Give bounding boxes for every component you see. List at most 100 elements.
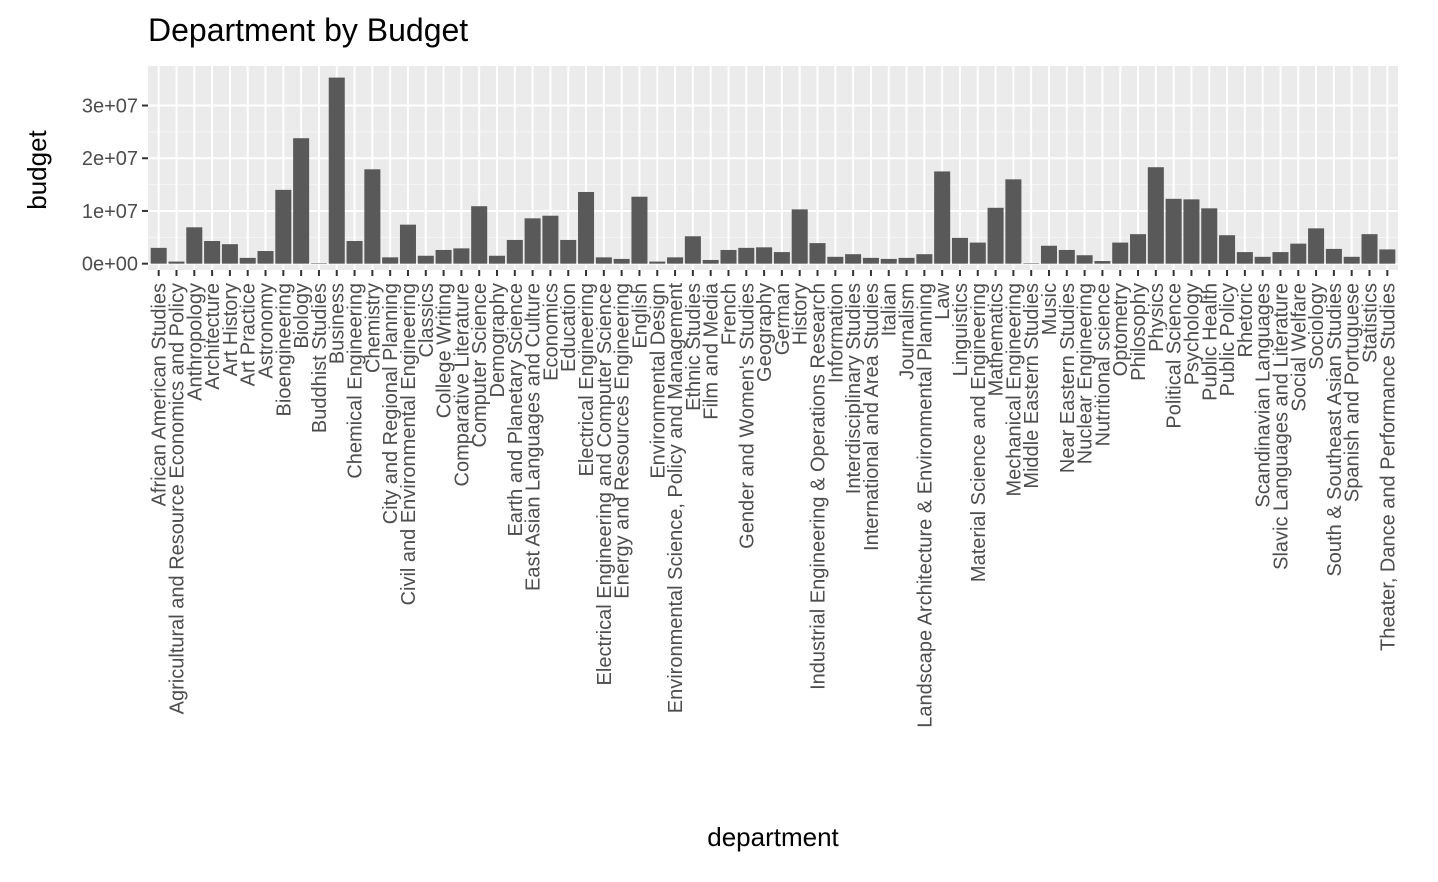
bar <box>631 196 648 264</box>
x-tick-label: Bioengineering <box>273 283 295 416</box>
x-tick-label: Psychology <box>1181 283 1203 385</box>
x-tick-label: Gender and Women's Studies <box>736 283 758 549</box>
x-tick-label: East Asian Languages and Culture <box>523 283 545 591</box>
bar <box>1219 235 1236 264</box>
bar <box>524 218 541 264</box>
x-tick-label: Landscape Architecture & Environmental P… <box>914 283 936 728</box>
x-tick-label: Political Science <box>1164 283 1186 429</box>
x-tick-label: Ethnic Studies <box>683 283 705 411</box>
x-tick-label: Demography <box>487 283 509 398</box>
x-tick-label: Earth and Planetary Science <box>505 283 527 537</box>
bar <box>1112 242 1129 264</box>
bar <box>1361 234 1378 264</box>
bar <box>293 138 310 264</box>
x-tick-label: Law <box>932 282 954 319</box>
x-tick-label: Statistics <box>1360 283 1382 363</box>
x-tick-label: Biology <box>291 283 313 349</box>
x-tick-label: Interdisciplinary Studies <box>843 283 865 494</box>
x-tick-label: Sociology <box>1306 283 1328 370</box>
bar <box>684 236 701 264</box>
x-tick-label: Social Welfare <box>1288 283 1310 412</box>
x-tick-label: Astronomy <box>256 283 278 379</box>
bar <box>1254 256 1271 264</box>
x-tick-label: Anthropology <box>184 283 206 401</box>
bar <box>1058 249 1075 264</box>
x-tick-label: International and Area Studies <box>861 283 883 551</box>
x-tick-label: Art Practice <box>238 283 260 386</box>
bar <box>1325 248 1342 264</box>
bar <box>987 207 1004 264</box>
bar <box>150 247 167 264</box>
bar <box>328 77 345 264</box>
bar <box>969 242 986 264</box>
bar <box>1147 167 1164 264</box>
bar <box>257 251 274 264</box>
x-tick-label: South & Southeast Asian Studies <box>1324 283 1346 577</box>
chart-title: Department by Budget <box>148 12 468 48</box>
bar <box>578 191 595 264</box>
x-tick-label: Mathematics <box>986 283 1008 396</box>
x-tick-label: College Writing <box>434 283 456 418</box>
bar <box>898 257 915 264</box>
x-tick-label: Spanish and Portuguese <box>1342 283 1364 502</box>
x-tick-label: Industrial Engineering & Operations Rese… <box>808 283 830 690</box>
bar <box>1130 234 1147 264</box>
y-tick-label: 1e+07 <box>82 201 138 223</box>
bar <box>916 254 933 264</box>
bar <box>934 171 951 264</box>
x-tick-label: City and Regional Planning <box>380 283 402 524</box>
x-tick-label: German <box>772 283 794 355</box>
x-tick-label: History <box>790 283 812 345</box>
bar <box>720 249 737 264</box>
x-tick-label: Philosophy <box>1128 283 1150 381</box>
x-tick-label: Mechanical Engineering <box>1003 283 1025 496</box>
x-tick-label: Architecture <box>202 283 224 390</box>
bar <box>239 257 256 264</box>
x-tick-label: Linguistics <box>950 283 972 376</box>
x-tick-label: Middle Eastern Studies <box>1021 283 1043 489</box>
x-tick-label: Music <box>1039 283 1061 335</box>
y-axis-title: budget <box>22 129 52 209</box>
bar <box>702 259 719 264</box>
x-tick-label: Chemical Engineering <box>345 283 367 479</box>
bar <box>1379 249 1396 264</box>
x-tick-label: Environmental Science, Policy and Manage… <box>665 283 687 714</box>
bar <box>1201 208 1218 264</box>
bar <box>453 248 470 264</box>
x-tick-label: Chemistry <box>362 283 384 373</box>
x-tick-label: Buddhist Studies <box>309 283 331 433</box>
bar <box>1272 252 1289 264</box>
bar <box>275 189 292 264</box>
bar <box>951 237 968 264</box>
x-tick-label: Environmental Design <box>647 283 669 479</box>
bar <box>667 257 684 264</box>
x-tick-label: Computer Science <box>469 283 491 448</box>
x-tick-label: Optometry <box>1110 283 1132 376</box>
bar <box>364 169 381 264</box>
bar <box>1165 198 1182 264</box>
bar <box>1183 199 1200 264</box>
x-tick-label: Civil and Environmental Engineering <box>398 283 420 605</box>
x-tick-label: Energy and Resources Engineering <box>612 283 634 599</box>
bar <box>506 239 523 264</box>
x-tick-label: Rhetoric <box>1235 283 1257 357</box>
x-tick-label: Nuclear Engineering <box>1075 283 1097 464</box>
x-tick-label: Slavic Languages and Literature <box>1270 283 1292 570</box>
x-tick-label: Near Eastern Studies <box>1057 283 1079 473</box>
x-axis-title: department <box>707 822 839 852</box>
x-tick-label: Italian <box>879 283 901 336</box>
bar <box>738 247 755 264</box>
bar <box>809 243 826 264</box>
bar <box>417 255 434 264</box>
bar <box>1023 263 1040 264</box>
y-tick-label: 2e+07 <box>82 148 138 170</box>
bar <box>1343 256 1360 264</box>
bar <box>186 227 203 264</box>
bar <box>1040 245 1058 264</box>
bar <box>1308 228 1325 264</box>
x-tick-label: Film and Media <box>701 282 723 420</box>
bar <box>310 263 327 264</box>
bar <box>560 239 577 264</box>
bar <box>880 258 897 264</box>
x-tick-label: Electrical Engineering <box>576 283 598 476</box>
